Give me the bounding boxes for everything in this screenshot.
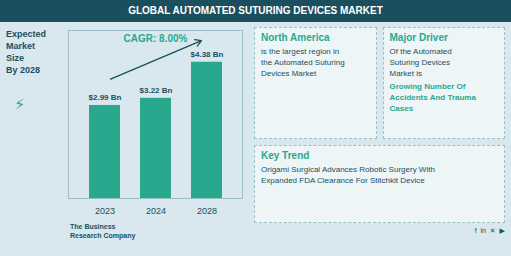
html-text:f in ✕ ▶: f in ✕ ▶ — [474, 227, 505, 234]
svg-text:$4.38 Bn: $4.38 Bn — [191, 50, 224, 59]
svg-text:2024: 2024 — [146, 206, 166, 216]
html-text:Expected Market Size By 2028: Expected Market Size By 2028 — [6, 29, 46, 76]
svg-text:$2.99 Bn: $2.99 Bn — [89, 93, 122, 102]
html-text:Growing Number Of Accidents An: Growing Number Of Accidents And Trauma C… — [389, 82, 476, 113]
html-text:GLOBAL AUTOMATED SUTURING DEVI: GLOBAL AUTOMATED SUTURING DEVICES MARKET — [128, 5, 383, 16]
svg-text:2023: 2023 — [95, 206, 115, 216]
svg-text:2028: 2028 — [197, 206, 217, 216]
html-text:Of the Automated Suturing Devi: Of the Automated Suturing Devices Market… — [389, 47, 452, 78]
html-text:The Business: The Business — [70, 223, 116, 230]
html-text:Major Driver: Major Driver — [389, 32, 448, 43]
html-text:Key Trend: Key Trend — [261, 150, 310, 161]
html-text:Origami Surgical Advances Robo: Origami Surgical Advances Robotic Surger… — [261, 165, 435, 185]
html-text:Research Company: Research Company — [70, 232, 136, 240]
svg-text:$3.22 Bn: $3.22 Bn — [140, 86, 173, 95]
html-text:North America: North America — [261, 32, 330, 43]
html-text:is the largest region in the A: is the largest region in the Automated S… — [261, 47, 345, 78]
svg-text:CAGR: 8.00%: CAGR: 8.00% — [124, 33, 188, 44]
